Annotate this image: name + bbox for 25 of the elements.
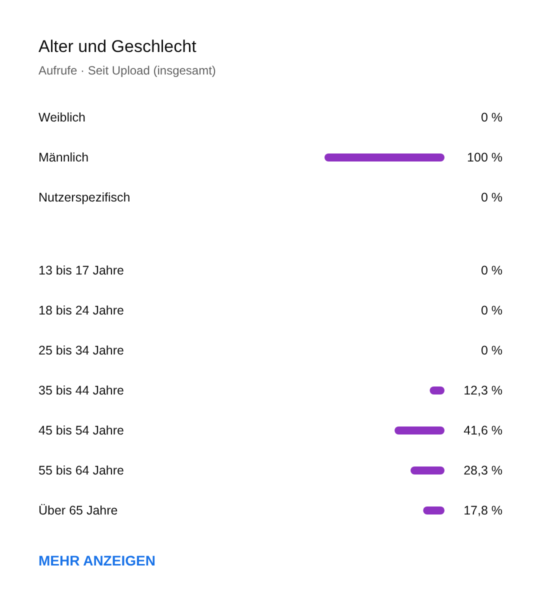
data-label: 12,3 %	[464, 384, 503, 398]
data-label: 100 %	[467, 150, 503, 164]
data-label: 0 %	[480, 304, 503, 318]
y-tick-label: Nutzerspezifisch	[38, 190, 130, 204]
data-label: 0 %	[480, 264, 503, 278]
data-label: 28,3 %	[464, 464, 503, 478]
y-tick-label: 55 bis 64 Jahre	[38, 464, 124, 478]
data-label: 17,8 %	[464, 504, 503, 518]
y-tick-label: 25 bis 34 Jahre	[38, 344, 124, 358]
text: Alter und Geschlecht	[38, 37, 197, 56]
y-tick-label: Weiblich	[38, 110, 86, 124]
text: MEHR ANZEIGEN	[38, 552, 156, 568]
bar	[394, 426, 444, 434]
y-tick-label: 35 bis 44 Jahre	[38, 384, 124, 398]
data-label: 0 %	[480, 110, 503, 124]
y-tick-label: Männlich	[38, 150, 89, 164]
y-tick-label: 13 bis 17 Jahre	[38, 264, 124, 278]
y-tick-label: Über 65 Jahre	[38, 504, 118, 518]
y-tick-label: 45 bis 54 Jahre	[38, 424, 124, 438]
data-label: 0 %	[480, 344, 503, 358]
y-tick-label: 18 bis 24 Jahre	[38, 304, 124, 318]
data-label: 41,6 %	[464, 424, 503, 438]
bar	[410, 466, 444, 474]
text: Aufrufe · Seit Upload (insgesamt)	[38, 64, 216, 78]
data-label: 0 %	[480, 190, 503, 204]
